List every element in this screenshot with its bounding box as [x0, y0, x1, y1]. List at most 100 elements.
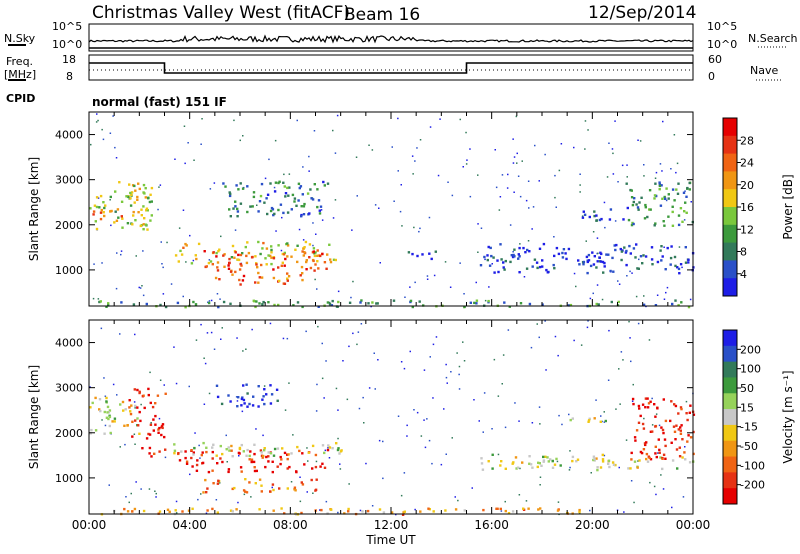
scatter-point [579, 191, 581, 193]
heatmap-cell [140, 208, 143, 211]
scatter-point [558, 169, 561, 172]
scatter-point [325, 500, 328, 503]
heatmap-cell [644, 203, 647, 207]
heatmap-cell [246, 405, 249, 408]
heatmap-cell [610, 300, 613, 304]
noise-panel-frame [88, 23, 694, 52]
heatmap-cell [229, 400, 232, 403]
y-tick-label: 4000 [55, 129, 83, 142]
heatmap-cell [317, 199, 321, 202]
heatmap-cell [676, 266, 679, 269]
scatter-point [501, 383, 503, 385]
heatmap-cell [92, 210, 96, 213]
heatmap-cell [95, 205, 99, 209]
heatmap-cell [238, 446, 242, 450]
scatter-point [538, 406, 541, 408]
heatmap-cell [277, 244, 280, 247]
heatmap-cell [237, 258, 241, 262]
scatter-point [620, 351, 623, 353]
heatmap-cell [538, 265, 542, 269]
heatmap-cell [217, 250, 220, 253]
colorbar-swatch [723, 361, 737, 378]
heatmap-cell [331, 299, 334, 303]
heatmap-cell [531, 265, 534, 268]
heatmap-cell [166, 508, 170, 511]
scatter-point [585, 240, 587, 242]
heatmap-cell [296, 445, 299, 449]
heatmap-cell [607, 462, 610, 465]
heatmap-cell [147, 387, 150, 391]
scatter-point [271, 486, 273, 489]
heatmap-cell [547, 460, 550, 463]
heatmap-cell [648, 208, 651, 211]
heatmap-cell [244, 245, 247, 249]
heatmap-cell [221, 460, 224, 464]
heatmap-cell [206, 487, 209, 490]
heatmap-cell [667, 215, 670, 218]
scatter-point [120, 253, 122, 256]
scatter-point [614, 120, 616, 122]
heatmap-cell [587, 419, 591, 422]
heatmap-cell [265, 247, 269, 250]
scatter-point [678, 246, 681, 248]
heatmap-cell [277, 181, 280, 185]
heatmap-cell [272, 488, 275, 492]
heatmap-cell [257, 385, 260, 388]
heatmap-cell [669, 256, 673, 260]
heatmap-cell [679, 263, 683, 266]
heatmap-cell [308, 256, 311, 259]
heatmap-cell [149, 219, 152, 222]
scatter-point [661, 170, 663, 172]
heatmap-cell [274, 181, 278, 184]
scatter-point [451, 437, 453, 439]
heatmap-cell [282, 181, 285, 184]
heatmap-cell [541, 265, 544, 268]
scatter-point [237, 501, 239, 504]
heatmap-cell [681, 456, 684, 459]
heatmap-cell [638, 201, 641, 204]
heatmap-cell [286, 277, 289, 280]
heatmap-cell [251, 205, 254, 208]
heatmap-cell [94, 220, 97, 223]
heatmap-cell [235, 508, 238, 511]
heatmap-cell [176, 301, 180, 305]
heatmap-cell [279, 462, 282, 466]
scatter-point [521, 160, 523, 162]
heatmap-cell [615, 243, 618, 247]
scatter-point [150, 422, 152, 424]
heatmap-cell [293, 200, 296, 203]
heatmap-cell [267, 301, 270, 304]
scatter-point [286, 337, 289, 340]
heatmap-cell [147, 432, 150, 436]
heatmap-cell [553, 463, 557, 466]
scatter-point [516, 162, 518, 164]
heatmap-cell [620, 258, 623, 262]
heatmap-cell [290, 208, 293, 211]
heatmap-cell [270, 251, 273, 254]
scatter-point [298, 228, 301, 231]
scatter-point [429, 126, 432, 128]
panel-background [89, 112, 693, 306]
scatter-point [633, 501, 635, 504]
heatmap-cell [643, 217, 647, 220]
heatmap-cell [152, 429, 155, 432]
heatmap-cell [677, 214, 681, 217]
scatter-point [128, 501, 130, 504]
heatmap-cell [593, 214, 596, 218]
noise-left-label: N.Sky [4, 32, 36, 45]
scatter-point [491, 263, 493, 265]
heatmap-cell [99, 409, 102, 413]
scatter-point [573, 272, 576, 275]
colorbar-swatch [723, 440, 737, 458]
scatter-point [622, 359, 624, 361]
heatmap-cell [629, 252, 632, 255]
scatter-point [406, 424, 408, 427]
heatmap-cell [239, 202, 243, 205]
heatmap-cell [625, 249, 628, 253]
heatmap-cell [416, 254, 419, 258]
scatter-point [423, 419, 425, 421]
scatter-point [104, 395, 107, 397]
scatter-point [420, 435, 423, 437]
scatter-point [424, 446, 427, 449]
